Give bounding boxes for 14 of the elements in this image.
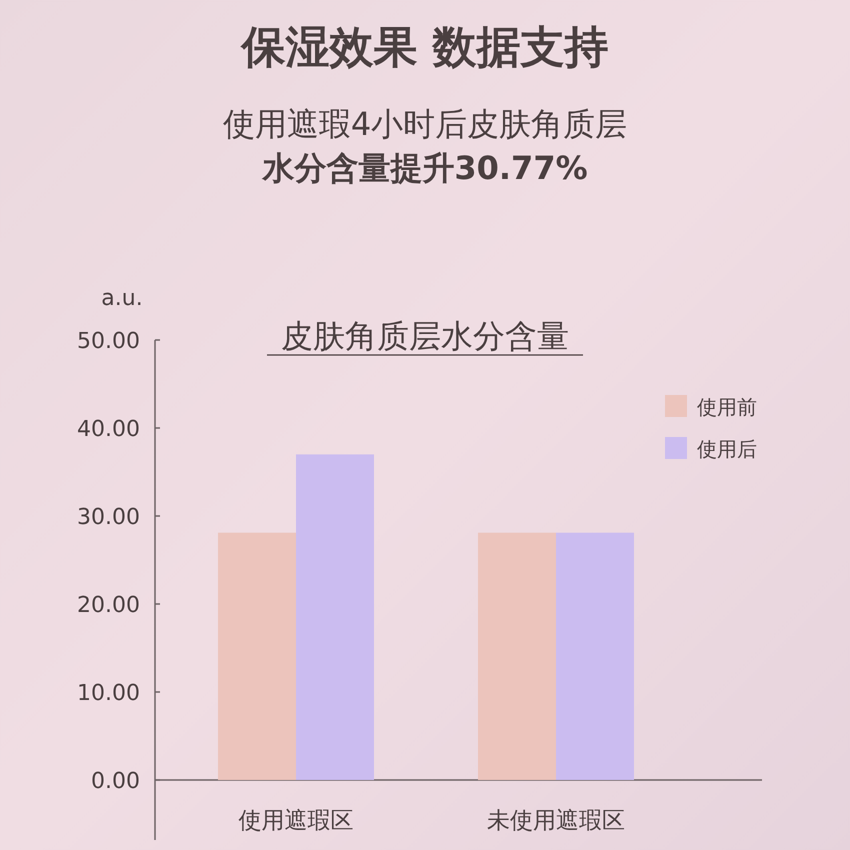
ytick: 40.00 [77, 417, 140, 442]
ylabel: a.u. [101, 286, 143, 311]
subtitle: 使用遮瑕4小时后皮肤角质层水分含量提升30.77% [222, 105, 628, 187]
ytick: 0.00 [91, 769, 140, 794]
title: 保湿效果 数据支持 [241, 22, 609, 73]
legend: 使用后 [697, 437, 757, 461]
ytick: 30.00 [77, 505, 140, 530]
ytick: 10.00 [77, 681, 140, 706]
ytick: 20.00 [77, 593, 140, 618]
xtick: 使用遮瑕区 [238, 808, 354, 834]
xtick: 未使用遮瑕区 [487, 808, 625, 834]
ytick: 50.00 [77, 329, 140, 354]
annotation: 皮肤角质层水分含量 [281, 317, 569, 355]
legend: 使用前 [697, 395, 757, 419]
